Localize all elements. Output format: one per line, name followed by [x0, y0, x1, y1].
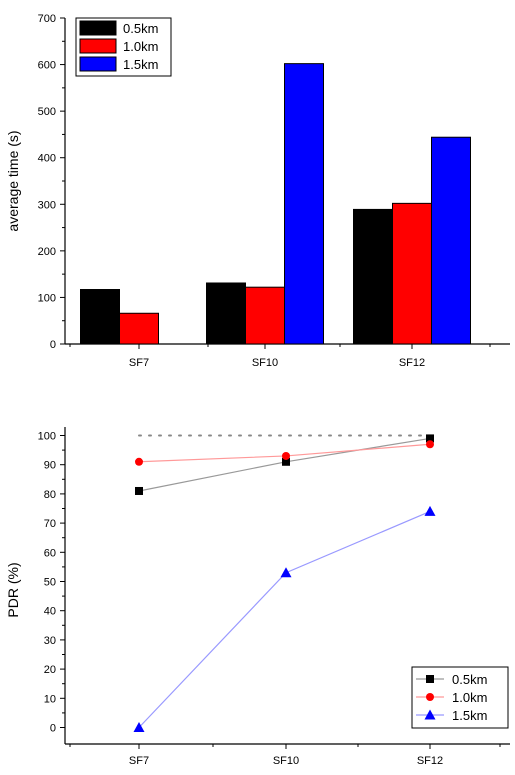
- data-point-circle: [426, 440, 434, 449]
- bar: [392, 202, 432, 345]
- data-point-circle: [135, 457, 143, 466]
- bar: [353, 208, 393, 345]
- series-line: [138, 510, 431, 728]
- bar: [431, 136, 471, 345]
- x-tick-label: SF12: [417, 755, 443, 767]
- y-tick-label: 0: [50, 723, 56, 735]
- legend-label: 1.5km: [452, 708, 487, 723]
- data-point-square: [282, 457, 290, 466]
- y-tick-label: 600: [38, 60, 56, 72]
- y-tick-label: 300: [38, 199, 56, 211]
- x-tick-label: SF10: [273, 755, 299, 767]
- y-tick-label: 100: [38, 431, 56, 443]
- legend-swatch: [79, 20, 117, 36]
- bar: [80, 289, 120, 345]
- data-point-circle: [426, 693, 434, 701]
- legend-label: 0.5km: [452, 672, 487, 687]
- y-tick-label: 100: [38, 292, 56, 304]
- x-tick-label: SF7: [129, 755, 149, 767]
- y-tick-label: 30: [44, 635, 56, 647]
- data-point-square: [426, 675, 434, 683]
- y-axis-label: average time (s): [5, 130, 21, 231]
- y-tick-label: 40: [44, 606, 56, 618]
- y-tick-label: 80: [44, 489, 56, 501]
- data-point-triangle: [424, 709, 436, 720]
- legend-label: 1.0km: [123, 39, 158, 54]
- y-tick-label: 90: [44, 460, 56, 472]
- bar: [206, 282, 246, 345]
- y-axis-label: PDR (%): [5, 562, 21, 617]
- x-tick-label: SF10: [252, 357, 278, 369]
- bar: [245, 286, 285, 345]
- legend-swatch: [79, 38, 117, 54]
- x-tick-label: SF12: [399, 357, 425, 369]
- bar: [284, 63, 324, 345]
- y-tick-label: 0: [50, 339, 56, 351]
- legend-label: 0.5km: [123, 21, 158, 36]
- y-tick-label: 60: [44, 547, 56, 559]
- legend-label: 1.5km: [123, 57, 158, 72]
- bar-chart-average-time: 0 100 200 300 400 500 600 700 SF7 SF10 SF12 averag…: [5, 13, 510, 369]
- data-point-square: [135, 486, 143, 495]
- y-tick-label: 20: [44, 664, 56, 676]
- legend-label: 1.0km: [452, 690, 487, 705]
- legend: 0.5km 1.0km 1.5km: [75, 17, 172, 77]
- line-chart-pdr: 0 10 20 30 40 50 60 70 80 90 100 SF7 SF10 SF12 PDR (%…: [5, 427, 510, 767]
- y-tick-label: 10: [44, 693, 56, 705]
- y-tick-label: 200: [38, 246, 56, 258]
- legend: 0.5km 1.0km 1.5km: [411, 666, 509, 729]
- data-point-triangle: [133, 722, 145, 732]
- data-point-triangle: [280, 567, 292, 578]
- data-point-triangle: [424, 505, 436, 516]
- y-tick-label: 400: [38, 153, 56, 165]
- legend-swatch: [79, 56, 117, 72]
- x-tick-label: SF7: [129, 357, 149, 369]
- y-tick-label: 50: [44, 577, 56, 589]
- y-tick-label: 500: [38, 106, 56, 118]
- y-tick-label: 70: [44, 518, 56, 530]
- y-tick-label: 700: [38, 13, 56, 25]
- data-point-circle: [282, 451, 290, 460]
- data-point-square: [426, 434, 434, 443]
- bar: [119, 312, 159, 345]
